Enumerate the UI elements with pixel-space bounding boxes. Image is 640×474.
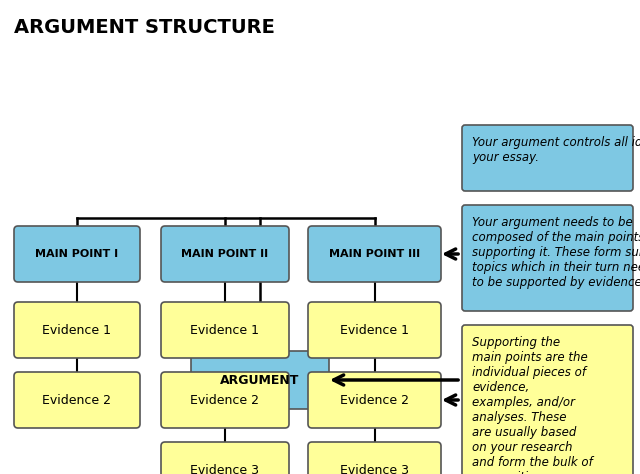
FancyBboxPatch shape bbox=[191, 351, 329, 409]
FancyBboxPatch shape bbox=[308, 226, 441, 282]
Text: Supporting the
main points are the
individual pieces of
evidence,
examples, and/: Supporting the main points are the indiv… bbox=[472, 336, 593, 474]
Text: MAIN POINT III: MAIN POINT III bbox=[329, 249, 420, 259]
Text: Your argument needs to be
composed of the main points
supporting it. These form : Your argument needs to be composed of th… bbox=[472, 216, 640, 289]
FancyBboxPatch shape bbox=[462, 205, 633, 311]
FancyBboxPatch shape bbox=[161, 442, 289, 474]
FancyBboxPatch shape bbox=[308, 442, 441, 474]
FancyBboxPatch shape bbox=[14, 372, 140, 428]
Text: Your argument controls all ideas in
your essay.: Your argument controls all ideas in your… bbox=[472, 136, 640, 164]
Text: ARGUMENT STRUCTURE: ARGUMENT STRUCTURE bbox=[14, 18, 275, 37]
FancyBboxPatch shape bbox=[161, 302, 289, 358]
Text: Evidence 2: Evidence 2 bbox=[340, 393, 409, 407]
Text: MAIN POINT I: MAIN POINT I bbox=[35, 249, 118, 259]
FancyBboxPatch shape bbox=[462, 325, 633, 474]
Text: Evidence 3: Evidence 3 bbox=[340, 464, 409, 474]
FancyBboxPatch shape bbox=[462, 125, 633, 191]
Text: Evidence 2: Evidence 2 bbox=[42, 393, 111, 407]
Text: Evidence 1: Evidence 1 bbox=[340, 323, 409, 337]
Text: Evidence 1: Evidence 1 bbox=[191, 323, 259, 337]
Text: Evidence 2: Evidence 2 bbox=[191, 393, 259, 407]
Text: ARGUMENT: ARGUMENT bbox=[220, 374, 300, 386]
FancyBboxPatch shape bbox=[161, 226, 289, 282]
Text: Evidence 1: Evidence 1 bbox=[42, 323, 111, 337]
FancyBboxPatch shape bbox=[14, 226, 140, 282]
FancyBboxPatch shape bbox=[14, 302, 140, 358]
FancyBboxPatch shape bbox=[308, 302, 441, 358]
FancyBboxPatch shape bbox=[161, 372, 289, 428]
Text: Evidence 3: Evidence 3 bbox=[191, 464, 259, 474]
FancyBboxPatch shape bbox=[308, 372, 441, 428]
Text: MAIN POINT II: MAIN POINT II bbox=[181, 249, 269, 259]
